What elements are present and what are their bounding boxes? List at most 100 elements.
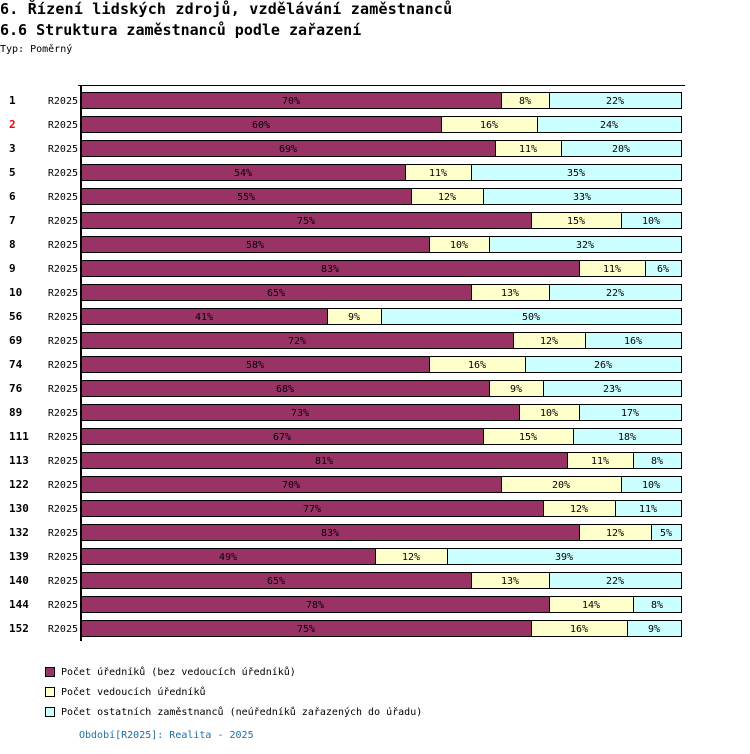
category-label: 144 — [9, 598, 29, 611]
data-label: 11% — [429, 168, 447, 179]
data-label: 8% — [651, 456, 663, 467]
bar-segment-series-2 — [633, 452, 682, 469]
category-label: 10 — [9, 286, 22, 299]
data-label: 35% — [567, 168, 585, 179]
bar-segment-series-2 — [621, 212, 682, 229]
period-label: R2025 — [48, 240, 78, 251]
data-label: 13% — [501, 576, 519, 587]
period-label: R2025 — [48, 168, 78, 179]
data-label: 78% — [306, 600, 324, 611]
bar-segment-series-2 — [579, 404, 682, 421]
bar-segment-series-2 — [633, 596, 682, 613]
category-label: 1 — [9, 94, 16, 107]
data-label: 8% — [519, 96, 531, 107]
data-label: 65% — [267, 576, 285, 587]
legend-swatch-series-0 — [45, 667, 55, 677]
stacked-bar-chart: 1 R2025 70% 8% 22%2 R2025 60% 16% 24%3 R2025 69% 11… — [9, 85, 685, 641]
category-label: 139 — [9, 550, 29, 563]
data-label: 22% — [606, 576, 624, 587]
period-label: R2025 — [48, 360, 78, 371]
legend-label: Počet vedoucích úředníků — [61, 686, 206, 698]
legend-label: Počet úředníků (bez vedoucích úředníků) — [61, 666, 296, 678]
data-label: 11% — [591, 456, 609, 467]
data-label: 17% — [621, 408, 639, 419]
category-label: 69 — [9, 334, 22, 347]
bar-segment-series-2 — [549, 572, 682, 589]
period-note: Období[R2025]: Realita - 2025 — [79, 730, 254, 741]
data-label: 10% — [450, 240, 468, 251]
data-label: 16% — [480, 120, 498, 131]
data-label: 11% — [639, 504, 657, 515]
data-label: 11% — [519, 144, 537, 155]
data-label: 9% — [648, 624, 660, 635]
data-label: 60% — [252, 120, 270, 131]
data-label: 83% — [321, 528, 339, 539]
period-label: R2025 — [48, 456, 78, 467]
category-label: 122 — [9, 478, 29, 491]
bar-segment-series-2 — [615, 500, 682, 517]
bar-segment-series-2 — [651, 524, 682, 541]
bar-segment-series-2 — [483, 188, 682, 205]
period-label: R2025 — [48, 216, 78, 227]
period-label: R2025 — [48, 624, 78, 635]
bar-segment-series-2 — [525, 356, 682, 373]
period-label: R2025 — [48, 552, 78, 563]
data-label: 72% — [288, 336, 306, 347]
data-label: 22% — [606, 96, 624, 107]
data-label: 39% — [555, 552, 573, 563]
period-label: R2025 — [48, 528, 78, 539]
period-label: R2025 — [48, 408, 78, 419]
data-label: 55% — [237, 192, 255, 203]
data-label: 20% — [612, 144, 630, 155]
legend-swatch-series-1 — [45, 687, 55, 697]
bar-segment-series-2 — [627, 620, 682, 637]
period-label: R2025 — [48, 96, 78, 107]
period-label: R2025 — [48, 312, 78, 323]
category-label: 152 — [9, 622, 29, 635]
data-label: 10% — [642, 216, 660, 227]
bar-segment-series-2 — [621, 476, 682, 493]
category-label: 7 — [9, 214, 16, 227]
data-label: 13% — [501, 288, 519, 299]
category-label: 76 — [9, 382, 23, 395]
data-label: 73% — [291, 408, 309, 419]
category-label: 74 — [9, 358, 23, 371]
bar-segment-series-2 — [549, 92, 682, 109]
category-label: 8 — [9, 238, 16, 251]
bar-segment-series-2 — [549, 284, 682, 301]
period-label: R2025 — [48, 576, 78, 587]
data-label: 9% — [348, 312, 360, 323]
category-label: 5 — [9, 166, 16, 179]
data-label: 12% — [570, 504, 588, 515]
category-label: 89 — [9, 406, 22, 419]
legend-item: Počet ostatních zaměstnanců (neúředníků … — [45, 702, 422, 722]
data-label: 16% — [570, 624, 588, 635]
bar-segment-series-2 — [489, 236, 682, 253]
data-label: 20% — [552, 480, 570, 491]
category-label: 6 — [9, 190, 16, 203]
chart-type-label: Typ: Poměrný — [0, 44, 73, 55]
data-label: 24% — [600, 120, 618, 131]
data-label: 8% — [651, 600, 663, 611]
category-label: 113 — [9, 454, 29, 467]
category-label: 3 — [9, 142, 16, 155]
period-label: R2025 — [48, 432, 78, 443]
data-label: 15% — [519, 432, 537, 443]
legend-swatch-series-2 — [45, 707, 55, 717]
data-label: 70% — [282, 96, 300, 107]
data-label: 12% — [540, 336, 558, 347]
data-label: 58% — [246, 360, 264, 371]
bar-segment-series-2 — [537, 116, 682, 133]
data-label: 9% — [510, 384, 522, 395]
data-label: 5% — [660, 528, 672, 539]
period-label: R2025 — [48, 120, 78, 131]
data-label: 33% — [573, 192, 591, 203]
data-label: 58% — [246, 240, 264, 251]
period-label: R2025 — [48, 480, 78, 491]
data-label: 10% — [642, 480, 660, 491]
period-label: R2025 — [48, 144, 78, 155]
data-label: 49% — [219, 552, 237, 563]
data-label: 12% — [402, 552, 420, 563]
page-title: 6. Řízení lidských zdrojů, vzdělávání za… — [0, 0, 453, 18]
data-label: 83% — [321, 264, 339, 275]
